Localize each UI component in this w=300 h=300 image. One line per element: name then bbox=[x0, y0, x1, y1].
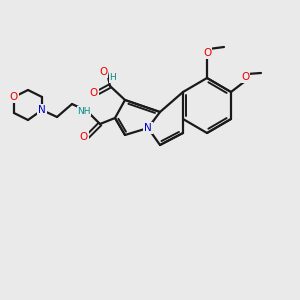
Text: O: O bbox=[90, 88, 98, 98]
Text: O: O bbox=[99, 67, 107, 77]
Text: O: O bbox=[241, 72, 249, 82]
Text: O: O bbox=[80, 132, 88, 142]
Text: N: N bbox=[144, 123, 152, 133]
Text: N: N bbox=[38, 105, 46, 115]
Text: O: O bbox=[10, 92, 18, 102]
Text: H: H bbox=[110, 74, 116, 82]
Text: NH: NH bbox=[77, 106, 91, 116]
Text: O: O bbox=[203, 48, 211, 58]
